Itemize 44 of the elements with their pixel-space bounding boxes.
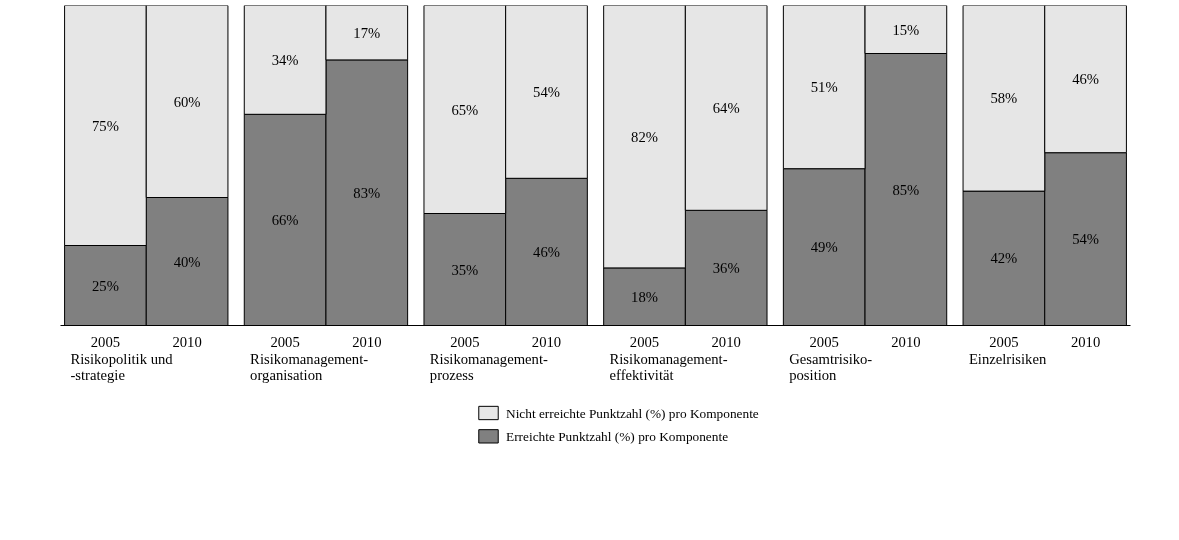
text: Risikomanagement- prozess [429, 350, 548, 383]
text: Risikomanagement- organisation [250, 350, 369, 383]
data-label: 82% [631, 128, 658, 145]
data-label: 65% [451, 101, 479, 118]
x-tick-label: 2010 [711, 333, 741, 350]
x-tick-label: 2010 [1070, 333, 1101, 350]
x-tick-label: 2005 [629, 333, 660, 350]
data-label: 54% [533, 83, 560, 100]
legend-label: Nicht erreichte Punktzahl (%) pro Komponente [506, 405, 759, 421]
text: Risikopolitik und -strategie [70, 350, 174, 383]
data-label: 85% [892, 181, 920, 198]
data-label: 35% [451, 261, 479, 278]
data-label: 25% [91, 277, 119, 294]
data-label: 51% [810, 79, 838, 96]
data-label: 18% [631, 288, 658, 305]
data-label: 40% [173, 253, 201, 270]
data-label: 58% [990, 90, 1018, 107]
data-label: 17% [353, 24, 381, 41]
legend-label: Erreichte Punktzahl (%) pro Komponente [506, 428, 729, 444]
data-label: 49% [810, 239, 838, 256]
x-tick-label: 2005 [450, 333, 480, 350]
x-tick-label: 2010 [172, 333, 202, 350]
data-label: 83% [353, 184, 381, 201]
data-label: 46% [533, 243, 560, 260]
data-label: 15% [892, 21, 920, 38]
x-tick-label: 2010 [891, 333, 921, 350]
text: Gesamtrisiko- position [789, 350, 873, 383]
x-tick-label: 2005 [90, 333, 121, 350]
data-label: 34% [271, 51, 299, 68]
text: Risikomanagement- effektivität [609, 350, 728, 383]
data-label: 75% [91, 117, 119, 134]
data-label: 64% [712, 99, 740, 116]
data-label: 36% [712, 259, 740, 276]
data-label: 42% [990, 250, 1018, 267]
x-tick-label: 2010 [531, 333, 562, 350]
data-label: 60% [173, 93, 201, 110]
data-label: 66% [271, 211, 299, 228]
text: Einzelrisiken [968, 350, 1047, 367]
x-tick-label: 2005 [270, 333, 300, 350]
data-label: 46% [1072, 71, 1100, 88]
x-tick-label: 2005 [989, 333, 1019, 350]
data-label: 54% [1072, 231, 1100, 248]
x-tick-label: 2005 [809, 333, 839, 350]
x-tick-label: 2010 [352, 333, 382, 350]
